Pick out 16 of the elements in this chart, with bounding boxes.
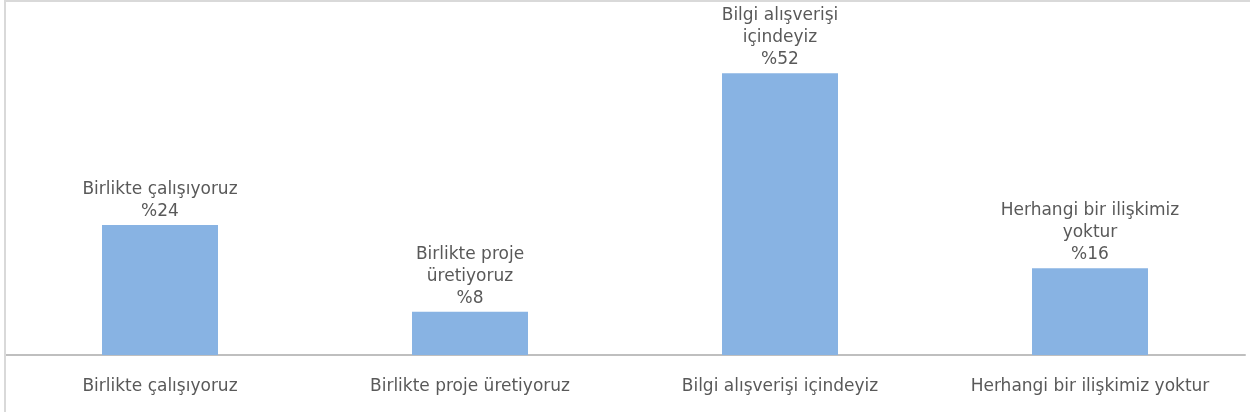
data-label: %52 (761, 48, 799, 69)
data-label: %8 (456, 286, 484, 307)
category-label: Herhangi bir ilişkimiz yoktur (1000, 199, 1180, 242)
x-tick-label: Herhangi bir ilişkimiz yoktur (970, 374, 1210, 395)
bar (412, 311, 528, 355)
data-label: %16 (1071, 243, 1109, 264)
category-label: Bilgi alışverişi içindeyiz (721, 4, 839, 47)
category-label: Birlikte çalışıyoruz (82, 178, 238, 198)
bar (722, 73, 838, 355)
x-tick-label: Birlikte proje üretiyoruz (370, 374, 571, 395)
bar (102, 225, 218, 355)
x-tick-label: Bilgi alışverişi içindeyiz (681, 374, 879, 395)
bar (1032, 268, 1148, 355)
x-tick-label: Birlikte çalışıyoruz (82, 374, 238, 395)
category-label: Birlikte proje üretiyoruz (415, 242, 525, 285)
data-label: %24 (141, 200, 179, 220)
